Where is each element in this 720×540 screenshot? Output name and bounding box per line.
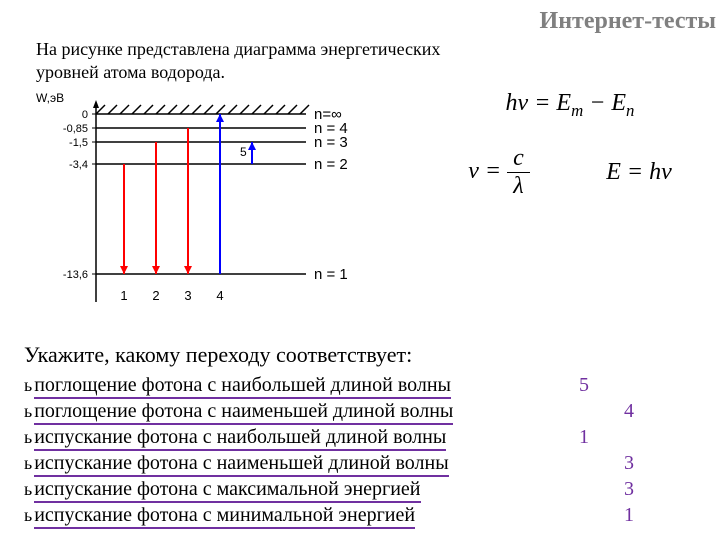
problem-statement: На рисунке представлена диаграмма энерге… [36, 38, 496, 83]
formula-photon-energy: hν = Em − En [430, 90, 710, 121]
formulas-block: hν = Em − En ν = cλ E = hν [430, 90, 710, 200]
answer-text: испускание фотона с максимальной энергие… [34, 478, 420, 503]
answer-number: 1 [579, 426, 589, 449]
energy-diagram: W,эВ0n=∞-0,85n = 4-1,5n = 3-3,4n = 2-13,… [36, 92, 396, 330]
answer-text: поглощение фотона с наибольшей длиной во… [34, 374, 451, 399]
answer-row: ьпоглощение фотона с наименьшей длиной в… [24, 400, 704, 425]
answer-row: ьиспускание фотона с максимальной энерги… [24, 478, 704, 503]
answer-row: ьиспускание фотона с наименьшей длиной в… [24, 452, 704, 477]
answer-number: 3 [624, 452, 634, 475]
svg-text:-3,4: -3,4 [69, 159, 88, 171]
answer-row: ьиспускание фотона с наибольшей длиной в… [24, 426, 704, 451]
answer-text: испускание фотона с наибольшей длиной во… [34, 426, 446, 451]
bullet: ь [24, 427, 32, 448]
bullet: ь [24, 479, 32, 500]
svg-text:2: 2 [152, 288, 159, 303]
bullet: ь [24, 401, 32, 422]
answer-text: испускание фотона с наименьшей длиной во… [34, 452, 448, 477]
formula-frequency: ν = cλ [468, 145, 530, 200]
answer-row: ьиспускание фотона с минимальной энергие… [24, 504, 704, 529]
svg-text:-1,5: -1,5 [69, 137, 88, 149]
svg-text:4: 4 [216, 288, 223, 303]
bullet: ь [24, 505, 32, 526]
svg-text:-13,6: -13,6 [63, 269, 88, 281]
svg-text:5: 5 [240, 145, 247, 159]
svg-text:n = 2: n = 2 [314, 156, 348, 173]
answer-number: 1 [624, 504, 634, 527]
page-header: Интернет-тесты [540, 8, 716, 35]
bullet: ь [24, 453, 32, 474]
svg-text:n = 1: n = 1 [314, 266, 348, 283]
svg-text:W,эВ: W,эВ [36, 92, 64, 105]
answer-text: поглощение фотона с наименьшей длиной во… [34, 400, 453, 425]
formula-energy: E = hν [606, 159, 672, 186]
svg-text:3: 3 [184, 288, 191, 303]
answer-number: 5 [579, 374, 589, 397]
svg-text:n = 3: n = 3 [314, 134, 348, 151]
answers-list: ьпоглощение фотона с наибольшей длиной в… [24, 374, 704, 530]
answer-number: 3 [624, 478, 634, 501]
answer-text: испускание фотона с минимальной энергией [34, 504, 415, 529]
svg-text:-0,85: -0,85 [63, 123, 88, 135]
answer-number: 4 [624, 400, 634, 423]
bullet: ь [24, 375, 32, 396]
answer-row: ьпоглощение фотона с наибольшей длиной в… [24, 374, 704, 399]
question-text: Укажите, какому переходу соответствует: [24, 342, 412, 368]
svg-text:1: 1 [120, 288, 127, 303]
svg-text:0: 0 [82, 109, 88, 121]
